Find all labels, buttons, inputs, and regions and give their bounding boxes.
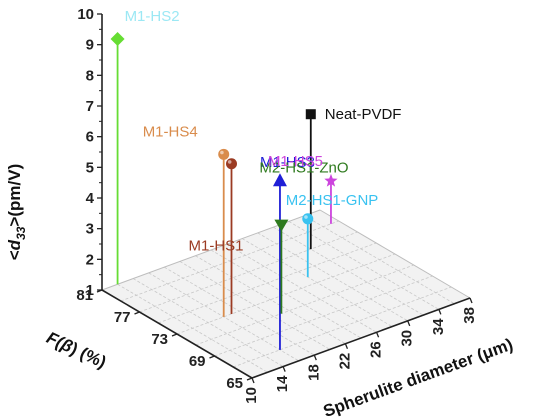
floor-axes [96,289,473,384]
z-tick-label: 2 [86,251,94,268]
z-tick-label: 5 [86,159,94,176]
marker-m2-hs1-gnp [302,213,314,225]
marker-m2-hs1-zno [274,219,289,232]
annotation-neat-pvdf-7: Neat-PVDF [325,106,402,123]
annotation-m2-hs1-zno-5: M2-HS1-ZnO [259,160,348,177]
grid-line-x [273,226,424,316]
point-labels: M1-HS2M1-HS2M1-HS4M1-HS1M1-HS3M2-HS1-ZnO… [125,8,402,255]
y-tick-mark [171,333,178,337]
z-tick-label: 3 [86,221,94,238]
x-tick-mark [251,377,255,384]
z-tick-label: 4 [86,190,95,207]
y-tick-label: 73 [151,331,168,348]
annotation-m1-hs2-1: M1-HS2 [125,8,180,25]
x-tick-label: 18 [305,364,322,381]
grid-line-x [179,261,331,350]
x-tick-mark [469,297,473,304]
grid-line-y [139,231,358,313]
x-tick-label: 22 [336,353,353,370]
x-tick-mark [375,332,380,338]
annotation-m1-hs1-3: M1-HS1 [188,238,243,255]
grid-line-x [210,249,362,339]
annotation-m2-hs1-gnp-6: M2-HS1-GNP [286,192,379,209]
marker-m1-hs3 [272,173,287,187]
x-tick-mark [407,320,411,327]
y-axis-title: F(β) (%) [44,328,110,372]
grid-line-y [195,264,414,346]
marker-m1-hs1 [226,158,237,170]
z-axis-title: <d33>(pm/V) [5,164,28,261]
x-tick-label: 26 [368,341,385,358]
floor-right-edge [319,209,471,299]
x-tick-label: 14 [274,375,291,392]
y-tick-mark [246,377,253,381]
marker-m1-hs4 [218,148,230,160]
grid-line-x [117,283,268,373]
grid-line-x [226,243,377,333]
grid-line-x [257,232,408,322]
annotation-m1-hs4-2: M1-HS4 [143,123,198,140]
z-tick-label: 10 [77,6,94,23]
grid-line-x [241,238,393,327]
x-tick-mark [344,343,349,349]
grid-line-x [132,278,284,367]
x-tick-mark [313,354,317,361]
annotation-m1-hs5-8: M1-HS5 [268,153,323,170]
grid-line-x [304,215,455,305]
markers [110,31,338,232]
y-tick-label: 69 [189,353,206,370]
y-tick-mark [209,355,215,359]
y-tick-label: 77 [114,309,131,326]
z-tick-label: 7 [86,98,94,115]
floor-grid [101,209,471,378]
z-tick-label: 1 [86,282,94,299]
y-tick-label: 81 [76,287,93,304]
x-tick-label: 34 [430,318,447,335]
stems [116,38,332,350]
y-tick-label: 65 [226,375,243,392]
x-tick-label: 38 [461,307,478,324]
grid-line-x [288,221,440,310]
x-axis-title: Spherulite diameter (μm) [321,335,516,420]
marker-neat-pvdf [305,109,316,120]
x-tick-label: 30 [399,330,416,347]
marker-m1-hs2 [110,31,125,46]
z-axis [97,13,103,291]
z-tick-label: 9 [86,37,94,54]
z-tick-label: 6 [86,129,94,146]
z-tick-label: 8 [86,67,94,84]
grid-line-x [164,266,315,356]
y-tick-mark [134,311,140,315]
x-tick-mark [438,309,442,315]
marker-m1-hs5 [324,173,338,187]
x-tick-mark [282,366,286,372]
x-tick-label: 10 [243,387,260,404]
grid-line-x [195,255,346,345]
x-axis-line [251,297,471,379]
annotation-m1-hs3-4: M1-HS3 [260,154,315,171]
